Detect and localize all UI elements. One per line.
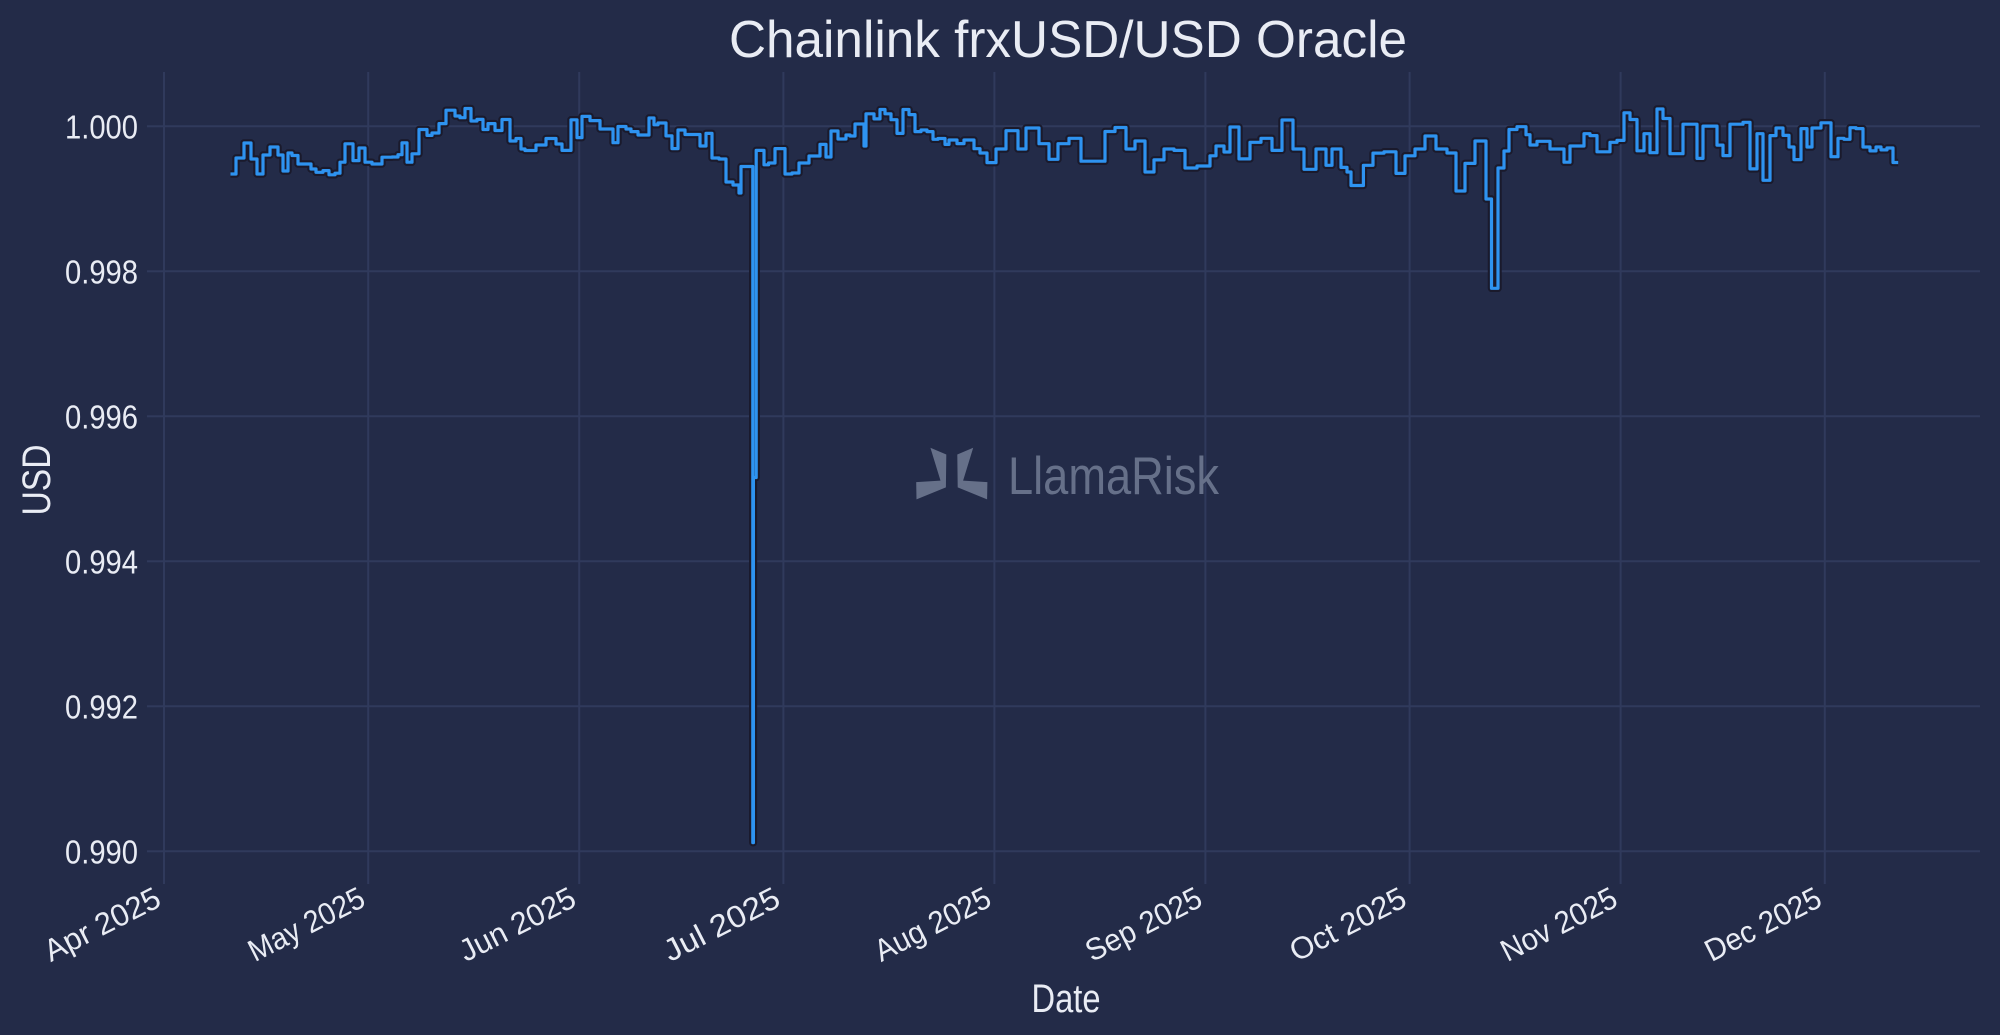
svg-text:0.990: 0.990 — [65, 833, 138, 870]
svg-text:0.998: 0.998 — [65, 253, 138, 290]
svg-text:0.996: 0.996 — [65, 398, 138, 435]
svg-text:Date: Date — [1032, 977, 1101, 1021]
svg-text:USD: USD — [15, 445, 59, 516]
svg-text:LlamaRisk: LlamaRisk — [1008, 447, 1219, 506]
svg-text:Chainlink frxUSD/USD Oracle: Chainlink frxUSD/USD Oracle — [729, 11, 1407, 69]
svg-text:0.992: 0.992 — [65, 688, 138, 725]
svg-text:0.994: 0.994 — [65, 543, 138, 580]
svg-text:1.000: 1.000 — [65, 108, 138, 145]
